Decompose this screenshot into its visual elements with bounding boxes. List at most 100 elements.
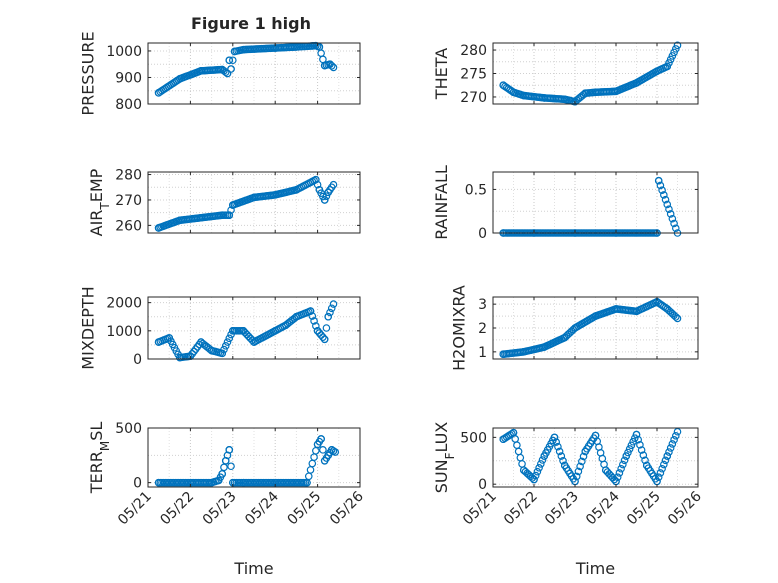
data-point	[571, 97, 579, 106]
y-tick-label: 2	[478, 321, 487, 337]
x-tick-label: 05/23	[200, 489, 240, 529]
data-point	[555, 447, 564, 456]
data-point	[619, 460, 627, 469]
data-point	[327, 62, 336, 70]
y-axis-label: AIRTEMP	[87, 168, 112, 236]
data-point	[197, 213, 205, 222]
data-point	[653, 67, 661, 75]
data-point	[550, 433, 559, 442]
data-point	[620, 456, 629, 465]
data-point	[537, 460, 545, 468]
data-point	[154, 89, 163, 97]
data-point	[320, 196, 329, 204]
data-point	[571, 324, 579, 332]
data-point	[509, 428, 518, 437]
data-point	[197, 338, 205, 346]
y-tick-label: 270	[460, 90, 487, 106]
y-tick-label: 275	[460, 67, 487, 83]
data-point	[673, 314, 682, 323]
x-tick-label: 05/25	[285, 489, 325, 529]
data-point	[320, 335, 329, 344]
data-point	[313, 440, 322, 449]
data-point	[670, 219, 678, 228]
data-point	[663, 452, 672, 460]
data-point	[315, 185, 324, 194]
data-point	[578, 457, 586, 466]
data-point	[654, 176, 663, 185]
data-point	[576, 462, 584, 471]
data-point	[670, 436, 678, 444]
data-point	[557, 452, 566, 460]
data-point	[324, 188, 333, 197]
data-point	[601, 466, 610, 474]
y-tick-label: 280	[460, 43, 487, 59]
data-point	[519, 91, 528, 100]
data-point	[668, 214, 677, 223]
data-point	[214, 476, 223, 485]
y-tick-label: 0.5	[465, 182, 487, 198]
data-point	[634, 435, 643, 444]
data-point	[218, 211, 227, 220]
y-tick-label: 500	[115, 421, 142, 437]
data-point	[239, 45, 248, 54]
data-point	[581, 447, 590, 456]
axes-box	[492, 427, 699, 488]
y-tick-label: 1	[478, 345, 487, 361]
data-point	[535, 464, 543, 472]
data-point	[654, 473, 663, 481]
y-tick-label: 280	[115, 168, 142, 184]
data-point	[671, 432, 680, 440]
data-point	[613, 473, 622, 481]
plot-area	[148, 428, 360, 487]
data-point	[329, 180, 338, 189]
data-point	[624, 448, 632, 457]
data-point	[574, 467, 583, 476]
x-tick-label: 05/26	[665, 488, 705, 528]
data-point	[540, 343, 549, 351]
data-point	[632, 430, 641, 439]
data-point	[207, 478, 216, 487]
y-axis-label: THETA	[432, 48, 451, 100]
data-point	[230, 47, 239, 56]
data-point	[540, 452, 549, 460]
data-point	[625, 445, 634, 453]
data-point	[154, 478, 163, 487]
data-point	[668, 52, 677, 60]
data-point	[509, 88, 518, 97]
data-point	[632, 307, 641, 316]
data-point	[225, 446, 234, 454]
data-point	[665, 205, 673, 214]
data-point	[154, 338, 163, 346]
data-point	[560, 333, 569, 342]
data-point	[663, 305, 672, 313]
data-point	[663, 62, 672, 71]
data-point	[658, 186, 666, 195]
y-axis-label: TERRMSL	[87, 422, 112, 495]
data-point	[665, 448, 673, 456]
data-point	[317, 435, 325, 443]
data-point	[313, 327, 322, 335]
data-point	[639, 451, 648, 459]
data-point	[660, 191, 668, 199]
data-point	[579, 452, 588, 461]
data-point	[329, 300, 338, 308]
data-point	[197, 67, 205, 75]
data-point	[320, 61, 329, 70]
y-axis-label: SUNFLUX	[432, 422, 457, 494]
data-point	[176, 216, 184, 225]
data-point	[642, 302, 651, 311]
data-point	[637, 446, 646, 454]
y-tick-label: 270	[115, 193, 142, 209]
y-tick-label: 260	[115, 218, 142, 234]
data-point	[176, 353, 184, 362]
y-tick-label: 0	[133, 352, 142, 368]
data-markers	[499, 427, 682, 486]
y-tick-label: 0	[133, 476, 142, 492]
data-point	[292, 185, 301, 194]
data-point	[671, 224, 680, 233]
data-point	[666, 210, 675, 218]
data-point	[673, 427, 682, 436]
x-axis-label: Time	[233, 559, 273, 578]
data-point	[229, 327, 237, 335]
